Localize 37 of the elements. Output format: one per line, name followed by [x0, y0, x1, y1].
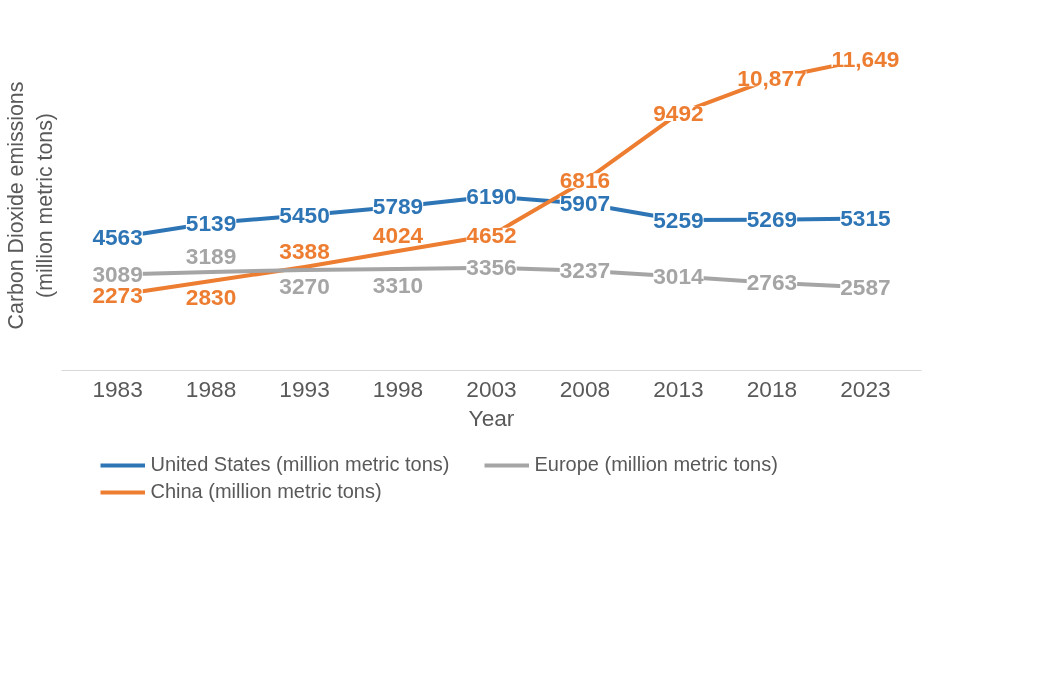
data-label: 5259	[653, 206, 704, 233]
x-tick-label: 2003	[466, 375, 517, 402]
data-label: 3310	[372, 271, 424, 298]
data-label: 3270	[279, 272, 330, 299]
data-label: 2587	[840, 273, 891, 300]
data-label: 5315	[840, 205, 891, 232]
data-label: 5269	[746, 206, 798, 233]
data-label: 3014	[653, 262, 705, 289]
data-label: 6190	[466, 183, 517, 210]
data-label: 2763	[746, 269, 798, 296]
x-tick-label: 1993	[279, 375, 330, 402]
legend-label: United States (million metric tons)	[150, 453, 451, 476]
data-label: 4652	[466, 221, 517, 248]
data-label: 11,649	[831, 45, 900, 72]
data-label: 3237	[559, 257, 611, 284]
y-axis-title: Carbon Dioxide emissions (million metric tons)	[3, 81, 57, 330]
data-label: 2830	[185, 283, 237, 310]
x-tick-label: 2023	[840, 375, 891, 402]
data-label: 3388	[279, 237, 330, 264]
data-label: 10,877	[737, 65, 807, 92]
x-axis-title: Year	[468, 404, 515, 431]
legend-label: Europe (million metric tons)	[534, 453, 779, 476]
legend-label: China (million metric tons)	[150, 480, 383, 503]
x-tick-label: 1983	[92, 375, 143, 402]
x-tick-label: 1998	[372, 375, 424, 402]
x-tick-label: 2008	[559, 375, 611, 402]
data-label: 5450	[279, 201, 330, 228]
data-label: 3356	[466, 254, 517, 281]
data-label: 9492	[653, 100, 704, 127]
data-label: 4024	[372, 221, 424, 248]
data-label: 4563	[92, 224, 143, 250]
data-label: 3189	[185, 242, 237, 269]
x-tick-label: 2013	[653, 375, 704, 402]
data-label: 5139	[185, 209, 237, 236]
data-label: 5789	[372, 193, 424, 220]
x-tick-label: 1988	[185, 375, 237, 402]
x-tick-label: 2018	[746, 375, 798, 402]
